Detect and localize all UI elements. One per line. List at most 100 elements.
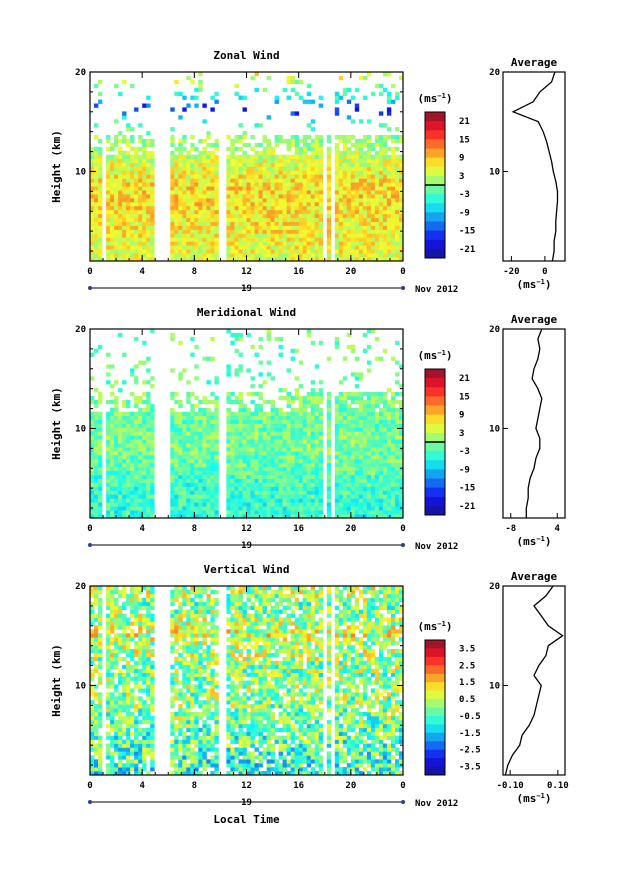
heatmap-cell xyxy=(106,672,111,677)
heatmap-cell xyxy=(290,174,295,179)
heatmap-cell xyxy=(346,462,352,468)
heatmap-cell xyxy=(250,384,255,389)
heatmap-cell xyxy=(138,162,143,167)
heatmap-cell xyxy=(234,498,239,503)
heatmap-cell xyxy=(98,676,103,681)
heatmap-cell xyxy=(98,213,103,219)
heatmap-cell xyxy=(370,221,376,226)
heatmap-cell xyxy=(146,431,151,436)
heatmap-cell xyxy=(98,708,103,713)
heatmap-cell xyxy=(214,209,219,215)
heatmap-cell xyxy=(210,411,215,416)
heatmap-cell xyxy=(391,190,396,195)
heatmap-cell xyxy=(274,498,279,503)
heatmap-cell xyxy=(90,186,95,191)
heatmap-cell xyxy=(270,194,275,199)
heatmap-cell xyxy=(314,166,320,171)
heatmap-cell xyxy=(354,213,360,219)
heatmap-cell xyxy=(122,727,127,733)
heatmap-cell xyxy=(230,470,235,476)
heatmap-cell xyxy=(214,241,219,246)
heatmap-cell xyxy=(114,767,119,772)
heatmap-cell xyxy=(262,138,267,144)
heatmap-cell xyxy=(286,466,291,472)
heatmap-cell xyxy=(110,166,115,171)
heatmap-cell xyxy=(391,201,396,207)
heatmap-cell xyxy=(178,91,183,96)
heatmap-cell xyxy=(214,158,219,163)
heatmap-cell xyxy=(282,435,287,440)
heatmap-cell xyxy=(126,498,131,503)
heatmap-cell xyxy=(399,458,404,464)
heatmap-cell xyxy=(290,431,295,436)
heatmap-cell xyxy=(126,411,131,416)
heatmap-cell xyxy=(238,415,243,420)
heatmap-cell xyxy=(182,107,187,112)
heatmap-cell xyxy=(362,403,368,409)
heatmap-cell xyxy=(190,494,195,499)
heatmap-cell xyxy=(350,225,356,230)
y-axis-label: Height (km) xyxy=(50,130,63,203)
heatmap-cell xyxy=(378,178,384,183)
heatmap-cell xyxy=(310,490,316,495)
heatmap-cell xyxy=(98,743,103,748)
heatmap-cell xyxy=(130,494,135,499)
heatmap-cell xyxy=(98,166,103,171)
heatmap-cell xyxy=(126,447,131,452)
heatmap-cell xyxy=(391,221,396,226)
heatmap-cell xyxy=(318,427,324,432)
heatmap-cell xyxy=(122,664,127,670)
heatmap-cell xyxy=(98,692,103,697)
heatmap-cell xyxy=(138,470,143,476)
heatmap-cell xyxy=(138,182,143,187)
heatmap-cell xyxy=(290,245,295,250)
heatmap-cell xyxy=(170,217,175,222)
colorbar-tick-label: 3 xyxy=(459,172,464,182)
heatmap-cell xyxy=(214,514,219,519)
heatmap-cell xyxy=(226,329,231,334)
heatmap-cell xyxy=(370,407,376,413)
heatmap-cell xyxy=(266,490,271,495)
heatmap-cell xyxy=(278,135,283,140)
heatmap-cell xyxy=(334,407,340,413)
heatmap-cell xyxy=(106,735,111,740)
heatmap-cell xyxy=(110,700,115,705)
heatmap-cell xyxy=(270,213,275,219)
heatmap-cell xyxy=(110,182,115,187)
heatmap-cell xyxy=(118,712,123,717)
heatmap-cell xyxy=(286,494,291,499)
heatmap-cell xyxy=(386,443,392,448)
heatmap-cell xyxy=(214,395,219,401)
heatmap-cell xyxy=(242,170,247,175)
heatmap-cell xyxy=(358,486,364,491)
heatmap-cell xyxy=(358,150,364,156)
heatmap-cell xyxy=(282,478,287,483)
heatmap-cell xyxy=(342,178,348,183)
heatmap-cell xyxy=(182,257,187,262)
heatmap-cell xyxy=(370,233,376,238)
heatmap-cell xyxy=(242,431,247,436)
heatmap-cell xyxy=(258,209,263,215)
heatmap-cell xyxy=(250,198,255,203)
heatmap-cell xyxy=(98,723,103,729)
heatmap-cell xyxy=(234,245,239,250)
heatmap-cell xyxy=(230,447,235,452)
heatmap-cell xyxy=(258,415,263,420)
heatmap-cell xyxy=(194,174,199,179)
heatmap-cell xyxy=(130,455,135,460)
heatmap-cell xyxy=(106,466,111,472)
heatmap-cell xyxy=(106,249,111,254)
heatmap-cell xyxy=(399,498,404,503)
heatmap-cell xyxy=(230,466,235,472)
heatmap-cell xyxy=(266,194,271,199)
heatmap-cell xyxy=(354,466,360,472)
heatmap-cell xyxy=(358,427,364,432)
heatmap-cell xyxy=(126,158,131,163)
heatmap-cells xyxy=(90,72,404,262)
heatmap-cell xyxy=(399,427,404,432)
heatmap-cell xyxy=(142,478,147,483)
heatmap-cell xyxy=(126,399,131,405)
heatmap-cell xyxy=(182,498,187,503)
heatmap-cell xyxy=(202,510,207,515)
heatmap-cell xyxy=(342,411,348,416)
